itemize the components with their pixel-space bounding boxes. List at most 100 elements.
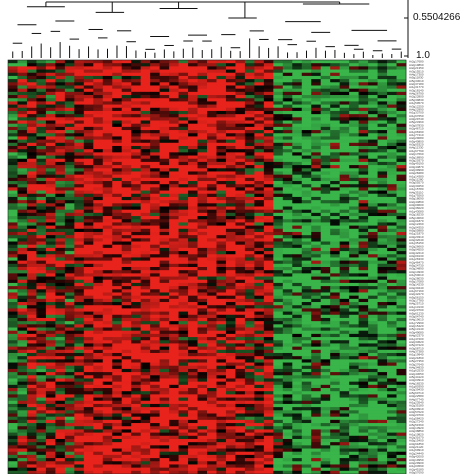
heatmap-cell: [64, 79, 75, 83]
heatmap-cell: [93, 295, 104, 300]
heatmap-cell: [93, 184, 104, 188]
heatmap-cell: [311, 394, 322, 398]
heatmap-cell: [311, 330, 322, 335]
heatmap-cell: [74, 375, 85, 379]
heatmap-cell: [273, 123, 284, 128]
heatmap-cell: [244, 66, 255, 70]
heatmap-cell: [282, 187, 293, 191]
heatmap-cell: [26, 257, 37, 262]
heatmap-cell: [64, 378, 75, 383]
heatmap-cell: [292, 270, 303, 274]
heatmap-cell: [74, 222, 85, 226]
heatmap-cell: [112, 200, 123, 204]
heatmap-cell: [150, 177, 161, 182]
heatmap-cell: [17, 136, 28, 141]
heatmap-cell: [396, 123, 407, 128]
heatmap-cell: [207, 60, 217, 64]
heatmap-cell: [254, 120, 265, 125]
heatmap-cell: [282, 365, 293, 370]
heatmap-cell: [74, 362, 85, 367]
heatmap-cell: [169, 142, 179, 147]
heatmap-cell: [387, 177, 397, 182]
heatmap-cell: [254, 321, 265, 325]
heatmap-cell: [263, 298, 274, 303]
heatmap-cell: [36, 346, 47, 351]
heatmap-cell: [178, 91, 189, 96]
heatmap-cell: [169, 368, 179, 373]
heatmap-cell: [150, 161, 161, 166]
heatmap-cell: [273, 368, 284, 373]
heatmap-cell: [396, 279, 407, 284]
heatmap-cell: [273, 327, 284, 332]
heatmap-cell: [368, 391, 378, 395]
heatmap-cell: [178, 298, 189, 303]
heatmap-cell: [216, 247, 227, 252]
heatmap-cell: [150, 66, 161, 70]
heatmap-cell: [112, 270, 123, 274]
heatmap-cell: [45, 311, 56, 316]
heatmap-cell: [55, 66, 66, 70]
heatmap-cell: [263, 311, 274, 316]
heatmap-cell: [102, 263, 113, 268]
heatmap-cell: [93, 142, 104, 147]
heatmap-cell: [263, 123, 274, 128]
heatmap-cell: [292, 276, 303, 281]
heatmap-cell: [349, 222, 360, 226]
heatmap-cell: [17, 104, 28, 109]
heatmap-cell: [197, 181, 208, 185]
heatmap-cell: [188, 114, 198, 118]
heatmap-cell: [225, 337, 236, 341]
heatmap-cell: [244, 251, 255, 255]
heatmap-cell: [396, 260, 407, 265]
heatmap-cell: [131, 337, 142, 341]
heatmap-cell: [216, 397, 227, 402]
heatmap-cell: [292, 142, 303, 147]
heatmap-cell: [225, 149, 236, 153]
heatmap-cell: [197, 251, 208, 255]
heatmap-cell: [26, 152, 37, 156]
heatmap-cell: [244, 410, 255, 414]
heatmap-cell: [207, 88, 217, 93]
heatmap-cell: [45, 286, 56, 290]
heatmap-cell: [244, 349, 255, 354]
heatmap-cell: [178, 286, 189, 290]
heatmap-cell: [216, 298, 227, 303]
heatmap-cell: [320, 419, 331, 424]
heatmap-cell: [26, 66, 37, 70]
heatmap-cell: [36, 276, 47, 281]
heatmap-cell: [93, 340, 104, 344]
heatmap-cell: [216, 426, 227, 430]
heatmap-cell: [377, 365, 388, 370]
heatmap-cell: [169, 72, 179, 77]
heatmap-cell: [93, 235, 104, 239]
heatmap-cell: [244, 317, 255, 322]
heatmap-cell: [26, 165, 37, 169]
heatmap-cell: [26, 168, 37, 172]
heatmap-cell: [282, 413, 293, 418]
heatmap-cell: [207, 75, 217, 80]
heatmap-cell: [225, 145, 236, 150]
heatmap-cell: [36, 251, 47, 255]
heatmap-cell: [330, 391, 341, 395]
heatmap-cell: [102, 317, 113, 322]
heatmap-cell: [83, 69, 94, 74]
heatmap-cell: [320, 292, 331, 297]
heatmap-cell: [263, 66, 274, 70]
heatmap-cell: [17, 356, 28, 360]
heatmap-cell: [387, 149, 397, 153]
heatmap-cell: [244, 69, 255, 74]
heatmap-cell: [8, 60, 18, 64]
heatmap-cell: [140, 410, 151, 414]
heatmap-cell: [150, 391, 161, 395]
heatmap-cell: [377, 216, 388, 220]
heatmap-cell: [8, 372, 18, 376]
heatmap-cell: [83, 88, 94, 93]
heatmap-cell: [320, 209, 331, 214]
heatmap-cell: [207, 368, 217, 373]
heatmap-cell: [320, 423, 331, 427]
heatmap-cell: [330, 238, 341, 242]
heatmap-cell: [121, 295, 132, 300]
heatmap-cell: [74, 136, 85, 141]
heatmap-cell: [188, 407, 198, 411]
heatmap-cell: [121, 359, 132, 363]
